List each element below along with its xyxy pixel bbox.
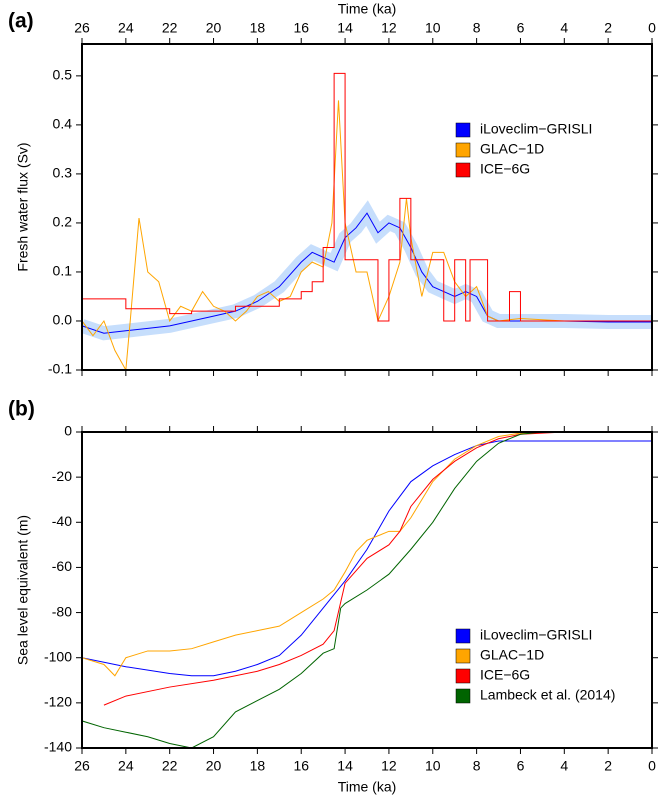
line — [82, 440, 652, 677]
line — [82, 212, 652, 334]
y-tick-label: -140 — [44, 739, 72, 755]
panel-label: (a) — [8, 10, 34, 33]
x-tick-label: 16 — [293, 758, 309, 774]
legend-swatch — [455, 142, 471, 158]
x-tick-label: 0 — [648, 20, 656, 36]
line — [82, 432, 652, 748]
x-tick-label: 18 — [250, 758, 266, 774]
x-tick-label: 4 — [560, 20, 568, 36]
legend-label: iLoveclim−GRISLI — [480, 121, 592, 137]
x-tick-label: 8 — [473, 758, 481, 774]
x-axis-title: Time (ka) — [338, 779, 397, 795]
x-axis-title: Time (ka) — [338, 1, 397, 17]
legend-label: GLAC−1D — [480, 647, 544, 663]
legend-swatch — [455, 122, 471, 138]
y-tick-label: -100 — [44, 648, 72, 664]
legend-label: iLoveclim−GRISLI — [480, 627, 592, 643]
x-tick-label: 20 — [206, 20, 222, 36]
x-tick-label: 16 — [293, 20, 309, 36]
y-tick-label: -60 — [52, 558, 72, 574]
x-tick-label: 26 — [74, 758, 90, 774]
x-tick-label: 18 — [250, 20, 266, 36]
y-tick-label: 0.3 — [53, 165, 73, 181]
x-tick-label: 14 — [337, 758, 353, 774]
x-tick-label: 24 — [118, 20, 134, 36]
x-tick-label: 10 — [425, 758, 441, 774]
y-tick-label: 0 — [64, 423, 72, 439]
y-tick-label: 0.4 — [53, 116, 73, 132]
x-tick-label: 22 — [162, 758, 178, 774]
x-tick-label: 12 — [381, 20, 397, 36]
x-tick-label: 26 — [74, 20, 90, 36]
x-tick-label: 2 — [604, 758, 612, 774]
y-axis-title: Sea level equivalent (m) — [15, 515, 31, 665]
y-tick-label: 0.0 — [53, 312, 73, 328]
y-axis-title: Fresh water flux (Sv) — [15, 142, 31, 271]
x-tick-label: 4 — [560, 758, 568, 774]
x-tick-label: 22 — [162, 20, 178, 36]
x-tick-label: 6 — [517, 758, 525, 774]
y-tick-label: -120 — [44, 694, 72, 710]
legend-swatch — [455, 648, 471, 664]
panel-label: (b) — [8, 398, 35, 421]
x-tick-label: 6 — [517, 20, 525, 36]
legend-label: GLAC−1D — [480, 141, 544, 157]
legend-label: Lambeck et al. (2014) — [480, 687, 615, 703]
legend-swatch — [455, 668, 471, 684]
x-tick-label: 24 — [118, 758, 134, 774]
legend-label: ICE−6G — [480, 667, 530, 683]
x-tick-label: 20 — [206, 758, 222, 774]
x-tick-label: 8 — [473, 20, 481, 36]
x-tick-label: 14 — [337, 20, 353, 36]
legend-swatch — [455, 628, 471, 644]
plot-frame — [81, 431, 653, 749]
y-tick-label: 0.1 — [53, 263, 73, 279]
y-tick-label: -20 — [52, 468, 72, 484]
plot-frame — [81, 43, 653, 371]
y-tick-label: -0.1 — [48, 361, 72, 377]
legend-swatch — [455, 688, 471, 704]
y-tick-label: -80 — [52, 603, 72, 619]
legend-label: ICE−6G — [480, 161, 530, 177]
line — [103, 432, 652, 706]
line — [82, 100, 652, 370]
y-tick-label: 0.2 — [53, 214, 73, 230]
legend-swatch — [455, 162, 471, 178]
x-tick-label: 12 — [381, 758, 397, 774]
line — [82, 432, 652, 677]
y-tick-label: -40 — [52, 513, 72, 529]
x-tick-label: 0 — [648, 758, 656, 774]
line — [82, 72, 652, 322]
x-tick-label: 2 — [604, 20, 612, 36]
x-tick-label: 10 — [425, 20, 441, 36]
y-tick-label: 0.5 — [53, 67, 73, 83]
